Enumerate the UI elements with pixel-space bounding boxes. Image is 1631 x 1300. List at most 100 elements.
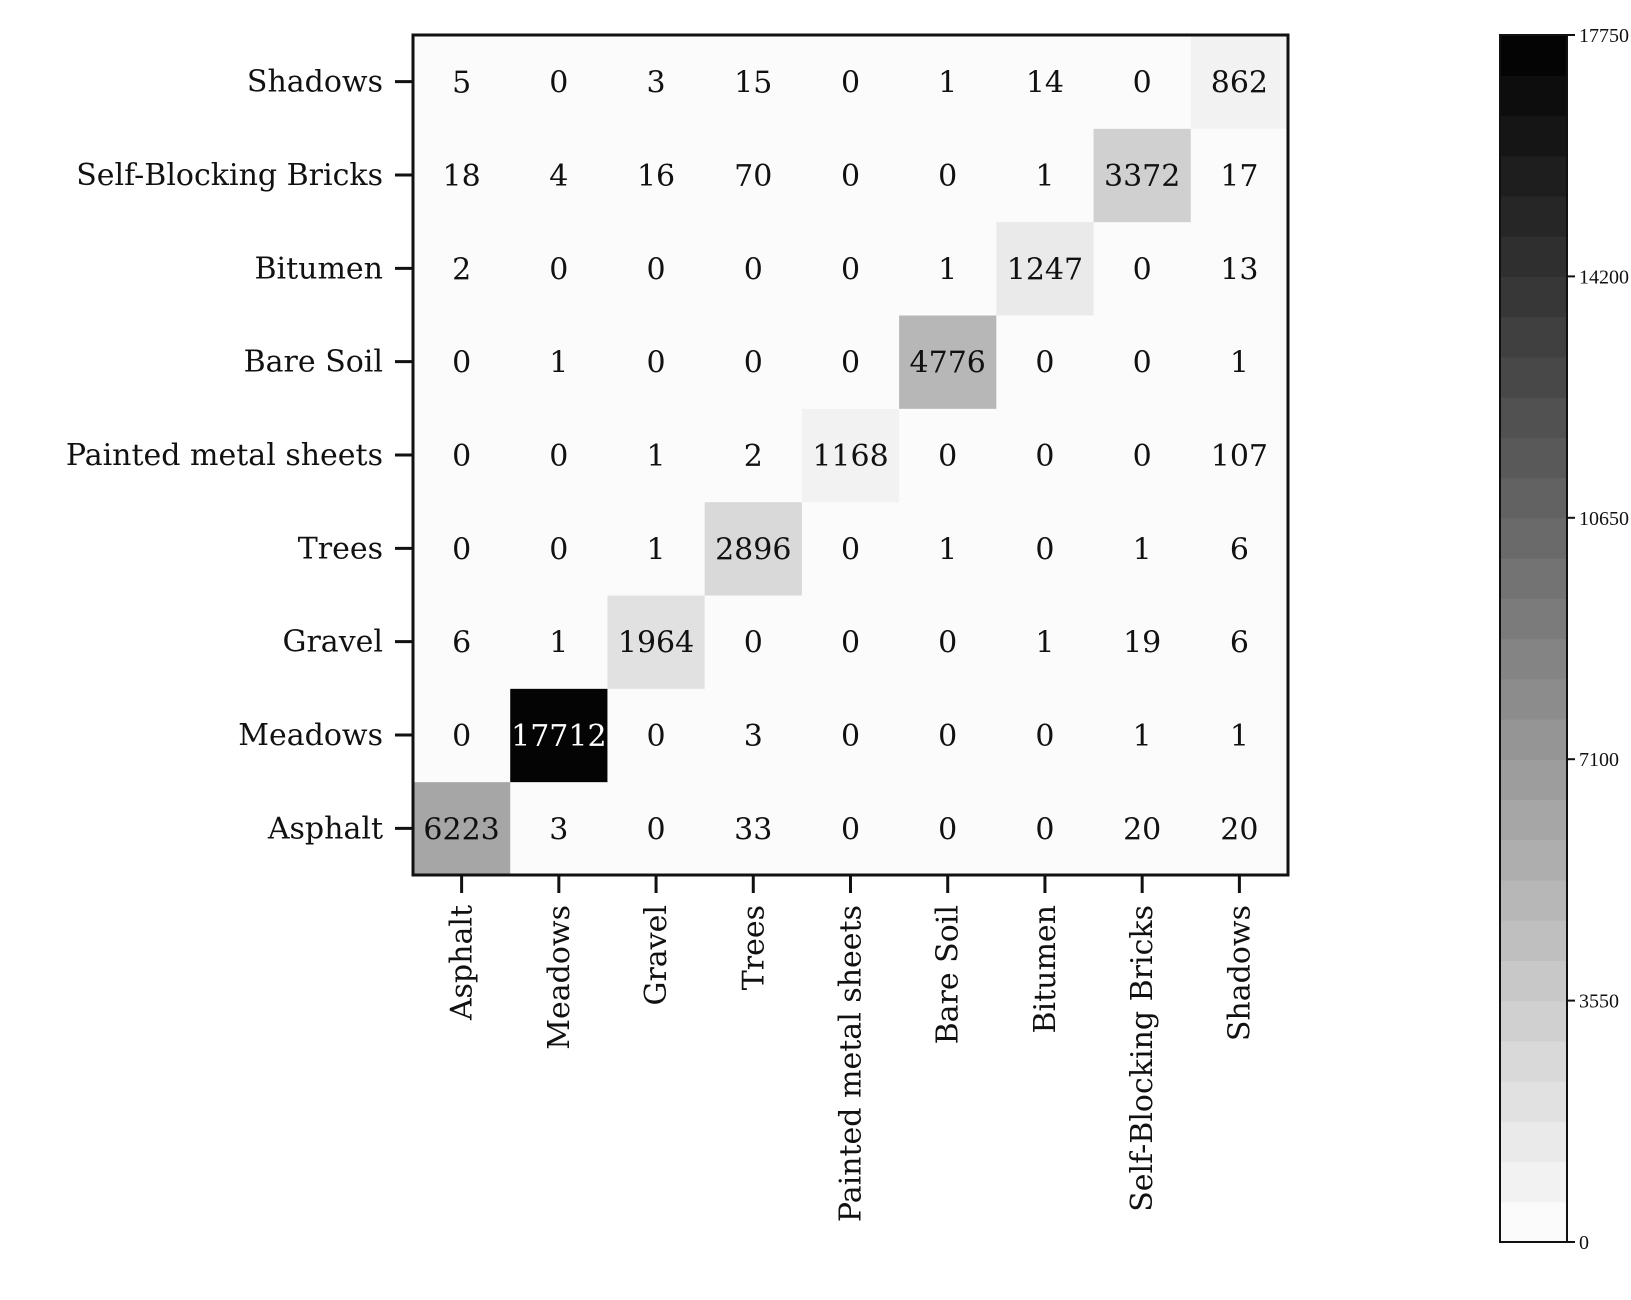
matrix-cell (413, 595, 511, 689)
y-tick-label: Bitumen (254, 251, 383, 286)
matrix-cell (607, 408, 706, 503)
matrix-cell (1093, 595, 1192, 689)
cell-value-label: 20 (1123, 812, 1161, 847)
matrix-cell (1190, 688, 1289, 783)
matrix-cell (1190, 595, 1289, 689)
matrix-cell (1190, 408, 1289, 503)
colorbar-level (1500, 558, 1567, 599)
matrix-cell (996, 221, 1095, 316)
cell-value-label: 0 (452, 532, 471, 567)
colorbar-level (1500, 1040, 1567, 1082)
colorbar-level (1500, 155, 1567, 197)
cell-value-label: 0 (1035, 812, 1054, 847)
matrix-cell (510, 408, 608, 503)
cell-value-label: 1 (938, 532, 957, 567)
matrix-cell (801, 221, 900, 316)
matrix-cell (899, 221, 997, 316)
y-tick-label: Gravel (283, 625, 384, 660)
colorbar-level (1500, 1081, 1567, 1122)
matrix-cell (413, 408, 511, 503)
colorbar-level (1500, 356, 1567, 398)
x-tick-label: Painted metal sheets (834, 905, 869, 1222)
cell-value-label: 0 (841, 252, 860, 287)
colorbar-level (1500, 517, 1567, 559)
matrix-cell (1093, 501, 1192, 596)
x-axis: Asphalt Meadows Gravel Trees Painted metal s… (445, 875, 1257, 1222)
cell-value-label: 3 (744, 719, 763, 754)
cell-value-label: 18 (443, 159, 481, 194)
colorbar-level (1500, 437, 1567, 479)
matrix-cell (510, 128, 608, 223)
matrix-cell (704, 408, 803, 503)
cell-value-label: 2 (744, 439, 763, 474)
cell-value-label: 0 (1035, 346, 1054, 381)
y-tick-label: Meadows (238, 718, 383, 753)
matrix-cell (1093, 781, 1192, 876)
matrix-cell (607, 221, 706, 316)
x-tick-label: Meadows (542, 905, 577, 1050)
matrix-cell (607, 688, 706, 783)
matrix-cell (704, 221, 803, 316)
cell-value-label: 0 (938, 439, 957, 474)
matrix-cell (1190, 128, 1289, 223)
cell-value-label: 0 (744, 626, 763, 661)
colorbar-level (1500, 195, 1567, 237)
x-tick-label: Trees (736, 905, 771, 990)
cell-value-label: 0 (452, 346, 471, 381)
cell-value-label: 6 (1230, 532, 1249, 567)
cell-value-label: 1 (1133, 532, 1152, 567)
matrix-cell (607, 595, 706, 689)
cell-value-label: 0 (1133, 439, 1152, 474)
cell-value-label: 0 (452, 719, 471, 754)
matrix-cell (1190, 35, 1289, 129)
cell-value-label: 3372 (1104, 159, 1180, 194)
matrix-cell (704, 501, 803, 596)
cell-value-label: 6 (452, 626, 471, 661)
colorbar-frame (1499, 34, 1568, 1243)
cell-value-label: 862 (1211, 66, 1268, 101)
colorbar-level (1500, 1161, 1567, 1203)
colorbar-level (1500, 397, 1567, 438)
cell-value-label: 0 (841, 159, 860, 194)
matrix-cell (704, 595, 803, 689)
colorbar-level (1500, 839, 1567, 881)
cell-value-label: 0 (647, 719, 666, 754)
cell-value-label: 0 (841, 346, 860, 381)
matrix-cell (1093, 408, 1192, 503)
matrix-cell (801, 315, 900, 409)
matrix-cell (996, 688, 1095, 783)
colorbar-level (1500, 759, 1567, 801)
cell-value-label: 1 (1230, 719, 1249, 754)
y-tick-label: Painted metal sheets (66, 438, 383, 473)
colorbar-level (1500, 678, 1567, 720)
cell-value-label: 3 (549, 812, 568, 847)
matrix-cell (704, 781, 803, 876)
matrix-cell (801, 35, 900, 129)
matrix-cell (704, 35, 803, 129)
cell-value-label: 15 (734, 66, 772, 101)
matrix-cell (1093, 128, 1192, 223)
matrix-cell (413, 35, 511, 129)
cell-value-label: 0 (647, 346, 666, 381)
y-axis: Asphalt Meadows Gravel Trees Painted metal s… (66, 65, 413, 846)
colorbar-level (1500, 598, 1567, 640)
matrix-cell (801, 781, 900, 876)
cell-value-label: 0 (549, 439, 568, 474)
matrix-cell (1093, 315, 1192, 409)
cell-value-label: 0 (938, 719, 957, 754)
cell-value-label: 2896 (715, 532, 791, 567)
colorbar-level (1500, 960, 1567, 1002)
y-tick-label: Asphalt (267, 811, 383, 846)
cell-value-label: 0 (938, 159, 957, 194)
matrix-cell (899, 35, 997, 129)
matrix-cell (607, 781, 706, 876)
cell-value-label: 3 (647, 66, 666, 101)
colorbar-level (1500, 1201, 1567, 1243)
cell-value-label: 1964 (618, 626, 694, 661)
y-tick-label: Shadows (247, 65, 383, 100)
cell-value-label: 0 (1133, 346, 1152, 381)
cell-value-label: 0 (841, 626, 860, 661)
cell-value-label: 1 (1035, 626, 1054, 661)
matrix-cells (413, 35, 1289, 876)
